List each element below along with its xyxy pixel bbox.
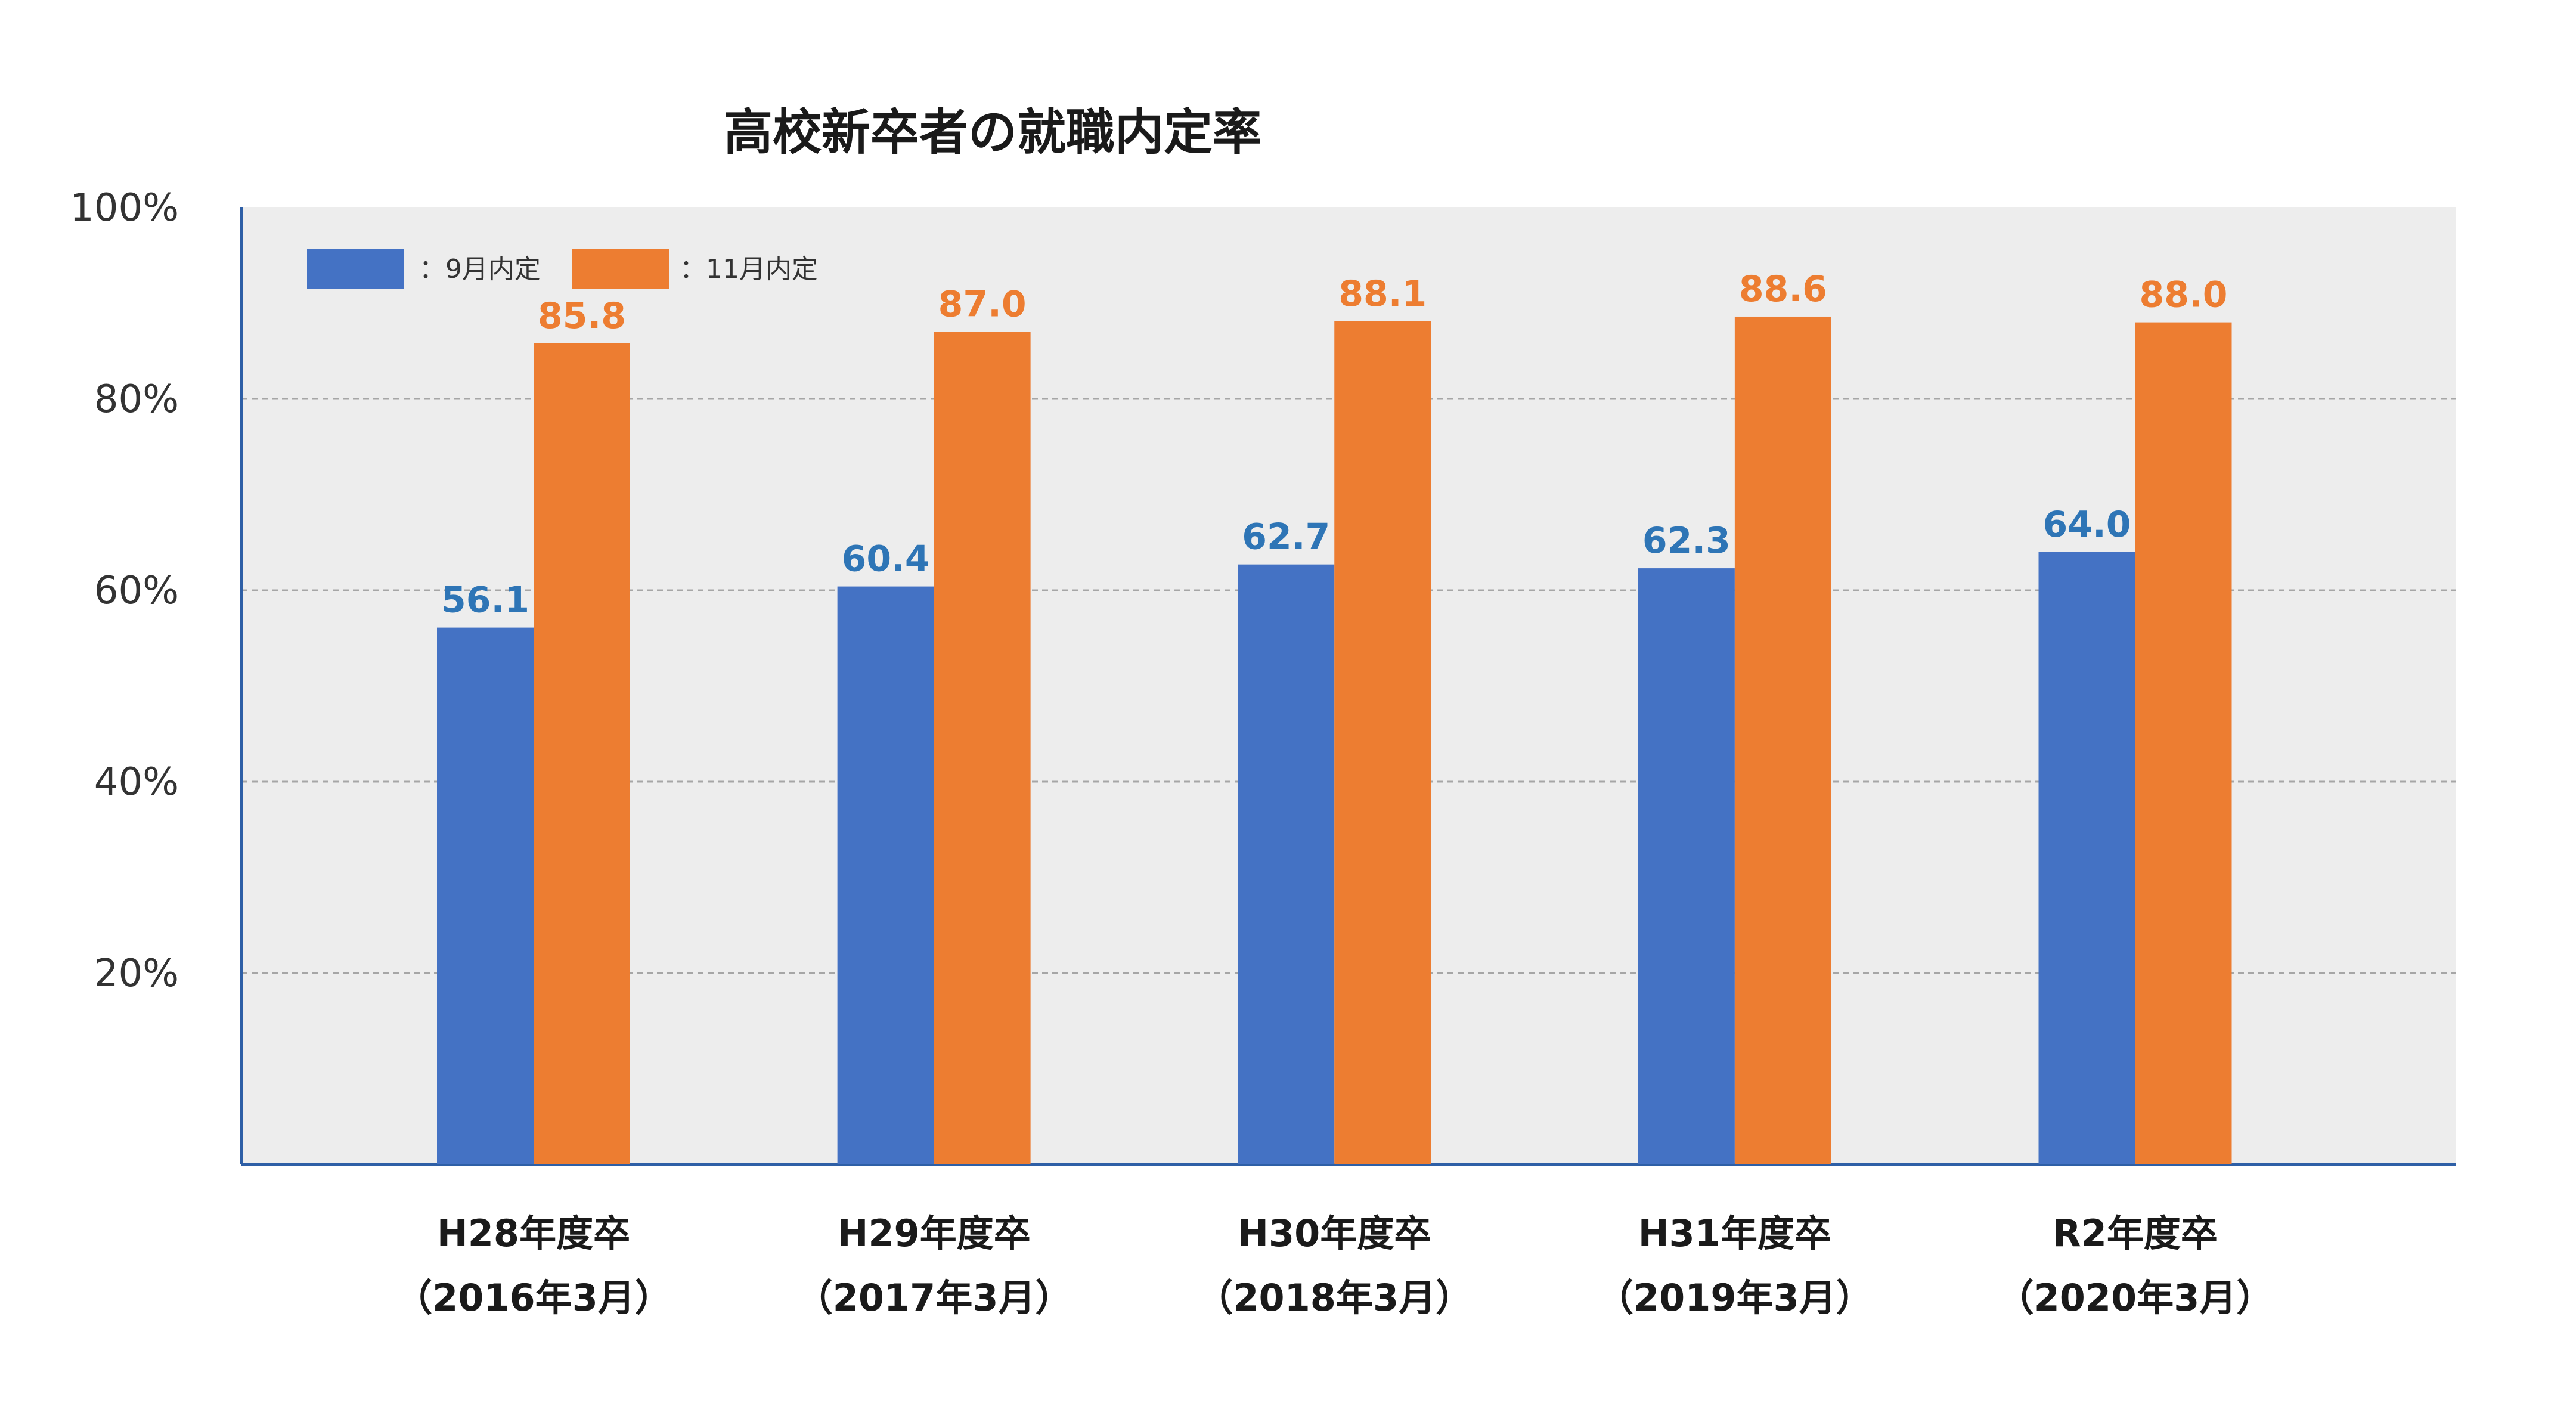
data-label-sep-0: 56.1 [441,580,529,621]
data-label-sep-3: 62.3 [1642,520,1731,562]
bar-nov-3 [1734,316,1831,1164]
legend-swatch-sep [307,249,404,289]
y-tick-label-40: 40% [94,760,179,804]
bar-nov-0 [534,343,630,1165]
y-tick-label-60: 60% [94,569,179,613]
legend-swatch-nov [572,249,669,289]
category-label-4-line-0: R2年度卒 [2053,1212,2218,1255]
bar-sep-3 [1638,568,1735,1164]
data-label-nov-3: 88.6 [1739,268,1827,310]
data-label-nov-4: 88.0 [2139,274,2227,316]
bar-nov-2 [1334,321,1431,1164]
data-label-nov-1: 87.0 [938,284,1027,326]
category-label-0-line-1: （2016年3月） [395,1276,672,1319]
bar-sep-4 [2038,552,2135,1164]
category-label-1-line-1: （2017年3月） [796,1276,1072,1319]
category-label-0-line-0: H28年度卒 [437,1212,630,1255]
legend-label-sep: ：9月内定 [419,254,541,284]
category-label-2-line-0: H30年度卒 [1238,1212,1431,1255]
y-tick-label-20: 20% [94,952,179,996]
bar-sep-2 [1238,564,1335,1164]
plot-area: 100% 80% 60% 40% 20% 56.1 85.8 H28年度卒 （2016年3月） 6… [70,186,2456,1319]
legend-label-nov: ：11月内定 [680,254,818,284]
bar-sep-1 [837,586,934,1164]
bar-nov-1 [934,332,1031,1164]
category-label-2-line-1: （2018年3月） [1196,1276,1473,1319]
data-label-nov-0: 85.8 [538,295,626,337]
data-label-sep-2: 62.7 [1242,516,1330,558]
category-label-3-line-0: H31年度卒 [1638,1212,1831,1255]
y-tick-label-100: 100% [70,186,179,230]
chart-title: 高校新卒者の就職内定率 [724,104,1261,161]
data-label-nov-2: 88.1 [1338,273,1427,315]
category-label-3-line-1: （2019年3月） [1597,1276,1873,1319]
category-label-1-line-0: H29年度卒 [838,1212,1031,1255]
data-label-sep-1: 60.4 [842,538,930,580]
bar-nov-4 [2135,322,2232,1164]
bar-sep-0 [437,627,534,1164]
category-label-4-line-1: （2020年3月） [1997,1276,2274,1319]
data-label-sep-4: 64.0 [2042,504,2131,546]
y-tick-label-80: 80% [94,377,179,422]
